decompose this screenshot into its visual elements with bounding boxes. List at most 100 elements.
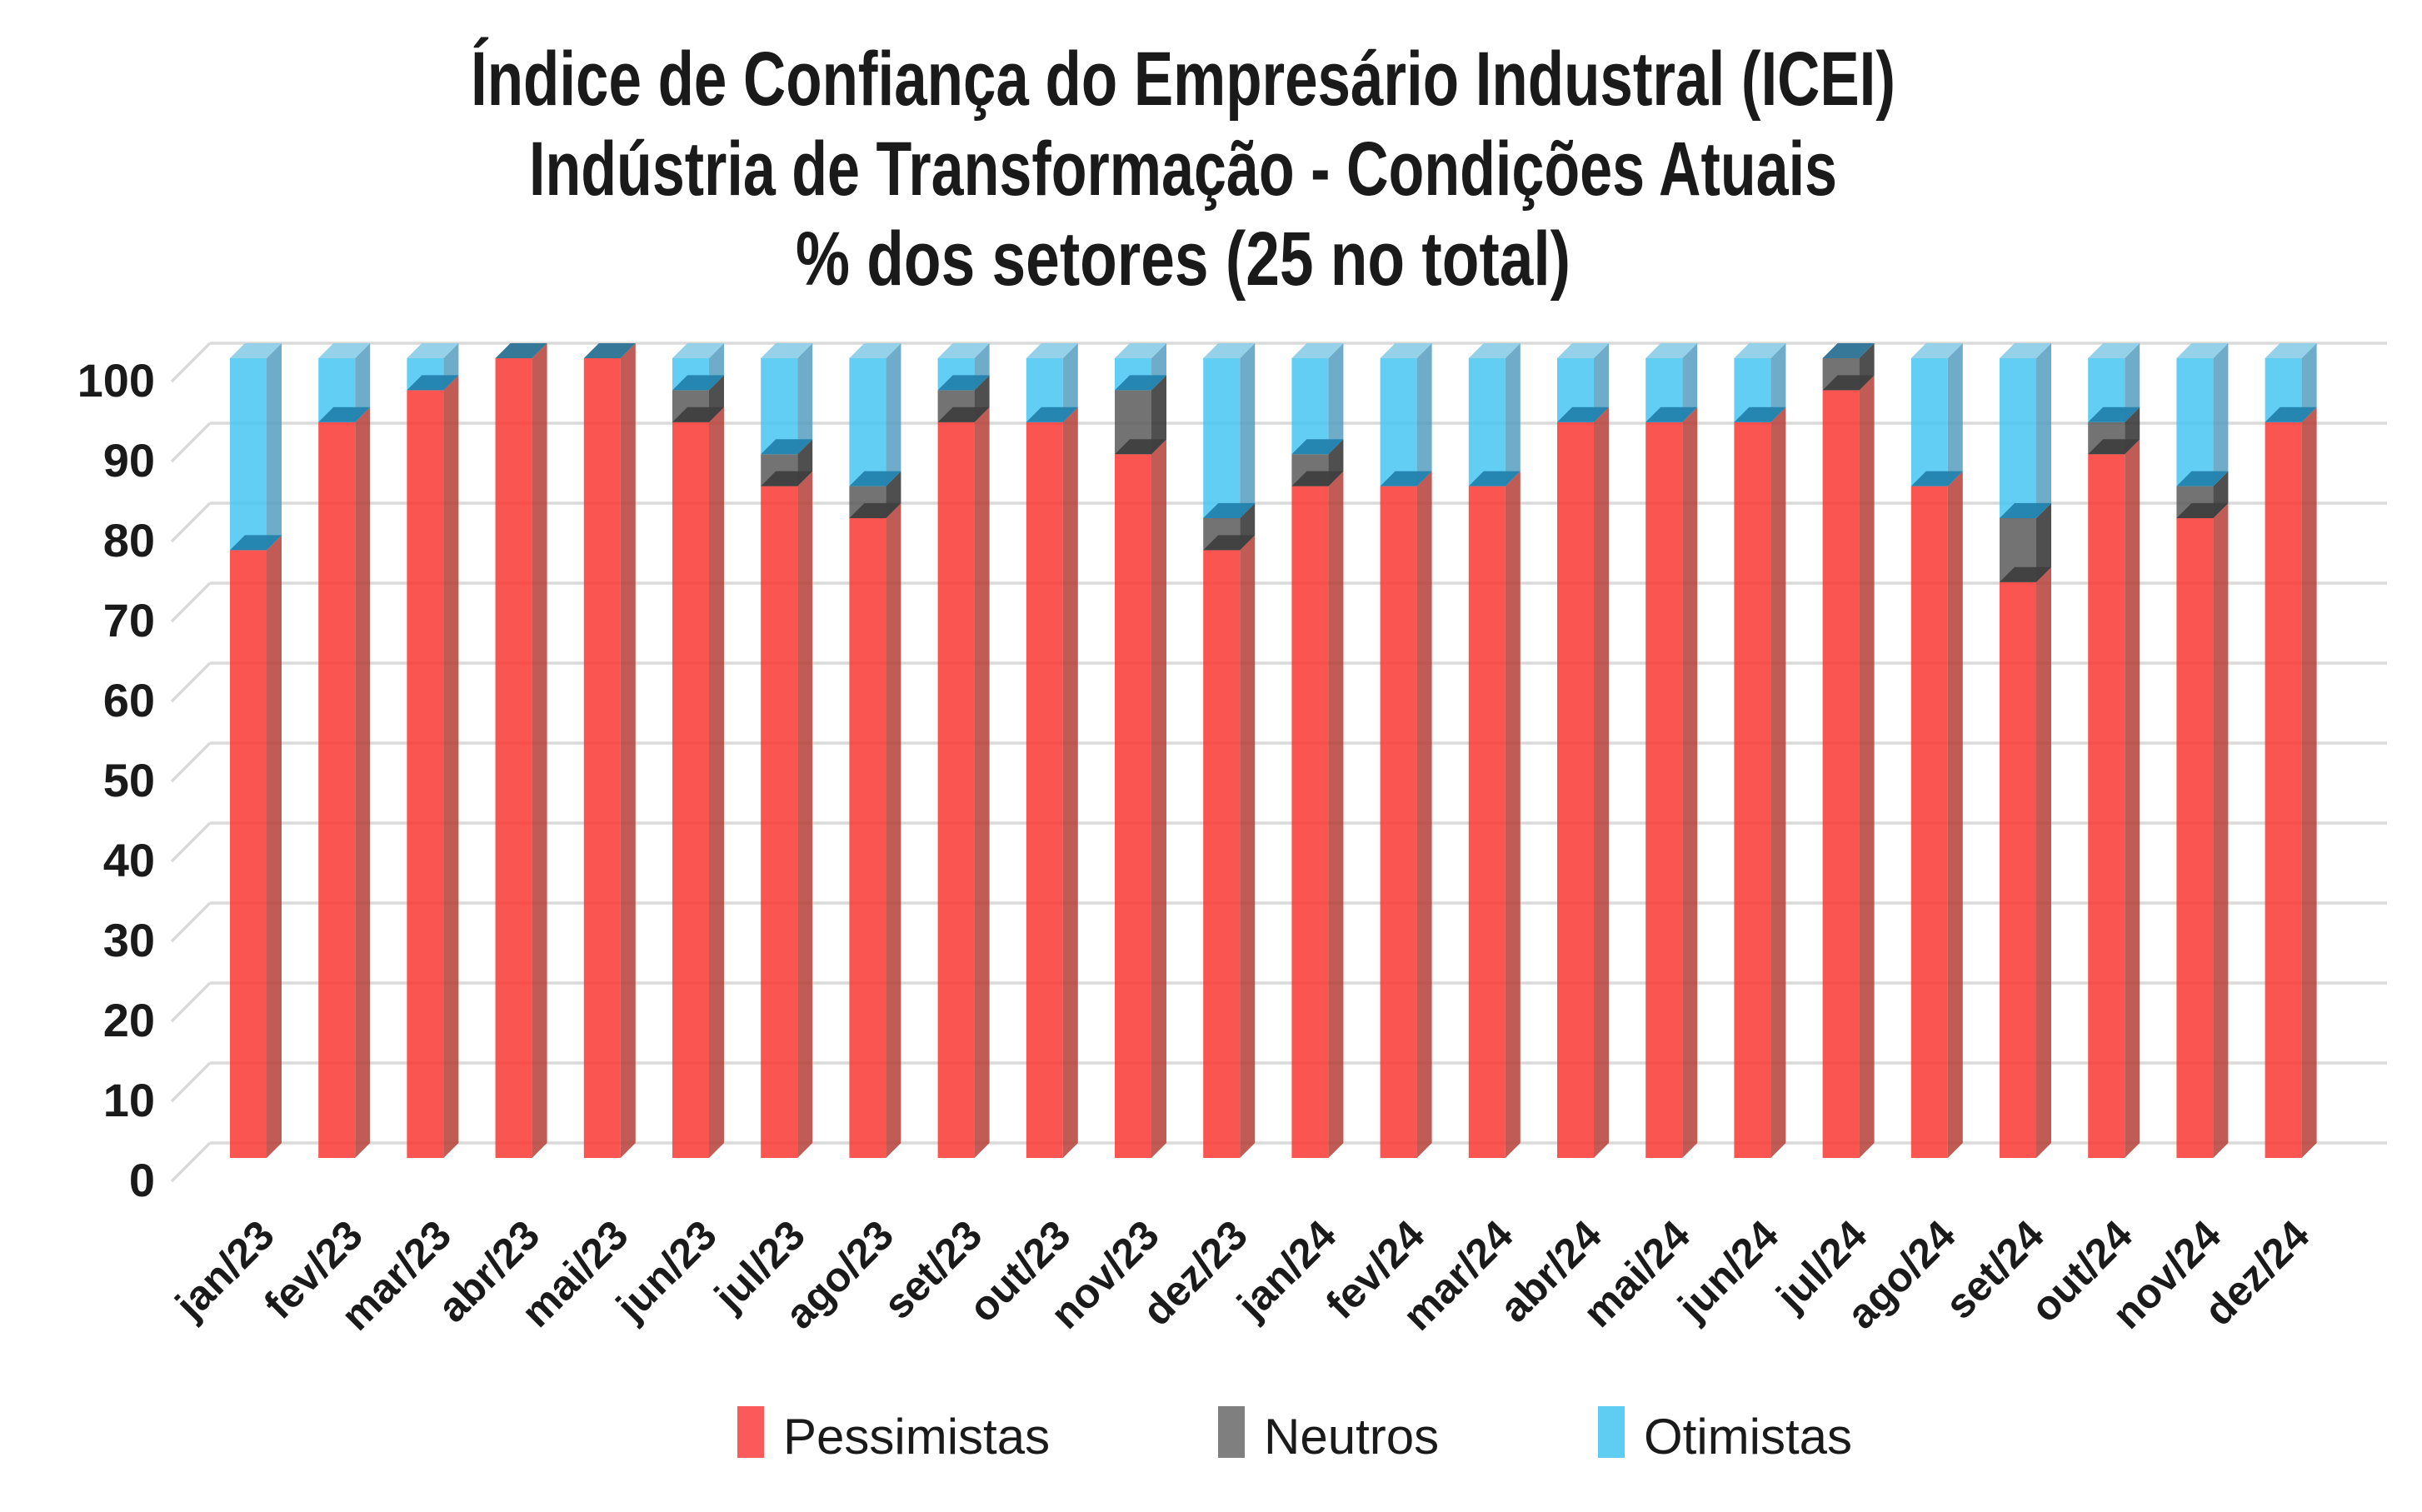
segment-Otimistas [1203, 358, 1241, 518]
segment-Otimistas [1468, 358, 1506, 487]
y-tick-label: 100 [77, 354, 155, 407]
segment-bevel [1468, 471, 1521, 487]
axis-tick-connector [170, 502, 212, 543]
bar-mai/23 [583, 343, 636, 1158]
bar-mar/24 [1468, 343, 1521, 1158]
segment-Otimistas [1291, 358, 1329, 455]
segment-side-Pessimistas [797, 471, 813, 1158]
segment-side-Otimistas [886, 343, 901, 487]
segment-side-Pessimistas [1328, 471, 1344, 1158]
axis-tick-connector [170, 981, 212, 1023]
segment-bevel [1026, 407, 1078, 422]
segment-Pessimistas [1557, 422, 1594, 1158]
segment-Pessimistas [2265, 422, 2302, 1158]
bar-top-cap [849, 343, 901, 358]
bar-fev/24 [1380, 343, 1432, 1158]
segment-side-Pessimistas [2125, 439, 2140, 1158]
segment-side-Otimistas [1682, 343, 1698, 422]
segment-bevel [849, 471, 901, 487]
bar-jan/24 [1291, 343, 1344, 1158]
bar-jul/23 [761, 343, 813, 1158]
axis-tick-connector [170, 661, 212, 703]
bar-abr/23 [495, 343, 547, 1158]
segment-Pessimistas [1203, 550, 1241, 1158]
segment-side-Otimistas [1505, 343, 1521, 487]
segment-bevel [1291, 439, 1344, 455]
segment-bevel [2088, 407, 2140, 422]
bar-jun/23 [672, 343, 724, 1158]
segment-bevel [407, 375, 459, 391]
legend-item-neutros: Neutros [1218, 1406, 1439, 1465]
segment-side-Pessimistas [2213, 503, 2229, 1158]
segment-side-Pessimistas [443, 375, 459, 1158]
segment-bevel [1203, 535, 1256, 551]
segment-bevel [1822, 375, 1875, 391]
segment-side-Otimistas [2213, 343, 2229, 487]
bar-ago/24 [1910, 343, 1963, 1158]
segment-side-Pessimistas [532, 343, 547, 1158]
bar-set/24 [2000, 343, 2051, 1158]
segment-side-Otimistas [2036, 343, 2051, 518]
axis-tick-connector [170, 821, 212, 863]
bar-mai/24 [1645, 343, 1698, 1158]
bar-top-cap [761, 343, 813, 358]
segment-Pessimistas [407, 390, 444, 1158]
segment-Pessimistas [318, 422, 356, 1158]
bar-jul/24 [1822, 343, 1875, 1158]
segment-side-Pessimistas [1240, 535, 1256, 1158]
segment-side-Pessimistas [1682, 407, 1698, 1158]
segment-side-Pessimistas [974, 407, 990, 1158]
bar-out/24 [2088, 343, 2140, 1158]
segment-side-Otimistas [267, 343, 282, 551]
segment-Pessimistas [583, 358, 621, 1158]
bar-top-cap [937, 343, 990, 358]
segment-side-Pessimistas [1416, 471, 1432, 1158]
segment-Pessimistas [2000, 581, 2036, 1158]
bar-jun/24 [1734, 343, 1786, 1158]
segment-Pessimistas [1115, 454, 1151, 1158]
y-tick-label: 40 [103, 834, 155, 886]
segment-side-Pessimistas [709, 407, 724, 1158]
segment-side-Pessimistas [1505, 471, 1521, 1158]
segment-side-Neutros [2036, 503, 2051, 582]
bar-top-cap [1380, 343, 1432, 358]
segment-side-Pessimistas [355, 407, 371, 1158]
segment-side-Otimistas [2125, 343, 2140, 422]
segment-side-Otimistas [1770, 343, 1786, 422]
segment-bevel [937, 375, 990, 391]
y-tick-label: 80 [103, 514, 155, 566]
segment-Pessimistas [2176, 518, 2214, 1158]
axis-tick-connector [170, 1141, 212, 1183]
segment-side-Pessimistas [1594, 407, 1609, 1158]
segment-side-Otimistas [797, 343, 813, 455]
segment-side-Pessimistas [267, 535, 282, 1158]
segment-side-Otimistas [2301, 343, 2317, 422]
axis-tick-connector [170, 342, 212, 383]
segment-Pessimistas [937, 422, 975, 1158]
segment-Otimistas [230, 358, 267, 551]
segment-bevel [2265, 407, 2317, 422]
legend-label-neutros: Neutros [1264, 1409, 1439, 1465]
y-tick-label: 50 [103, 754, 155, 806]
bar-top-cap [407, 343, 459, 358]
bar-nov/24 [2176, 343, 2229, 1158]
bar-top-cap [2265, 343, 2317, 358]
segment-Pessimistas [1734, 422, 1771, 1158]
segment-Otimistas [2176, 358, 2214, 487]
segment-side-Pessimistas [1859, 375, 1875, 1158]
segment-Otimistas [1380, 358, 1417, 487]
segment-side-Pessimistas [1062, 407, 1078, 1158]
segment-side-Otimistas [1240, 343, 1256, 518]
bar-abr/24 [1557, 343, 1609, 1158]
bar-jan/23 [230, 343, 282, 1158]
bar-set/23 [937, 343, 990, 1158]
legend-item-pessimistas: Pessimistas [737, 1406, 1050, 1465]
bar-nov/23 [1115, 343, 1166, 1158]
bar-ago/23 [849, 343, 901, 1158]
legend: Pessimistas Neutros Otimistas [737, 1406, 1852, 1465]
bar-top-cap [1910, 343, 1963, 358]
chart-title: Índice de Confiança do Empresário Indust… [471, 36, 1895, 302]
y-tick-label: 10 [103, 1074, 155, 1126]
segment-Pessimistas [849, 518, 886, 1158]
segment-bevel [1203, 503, 1256, 518]
